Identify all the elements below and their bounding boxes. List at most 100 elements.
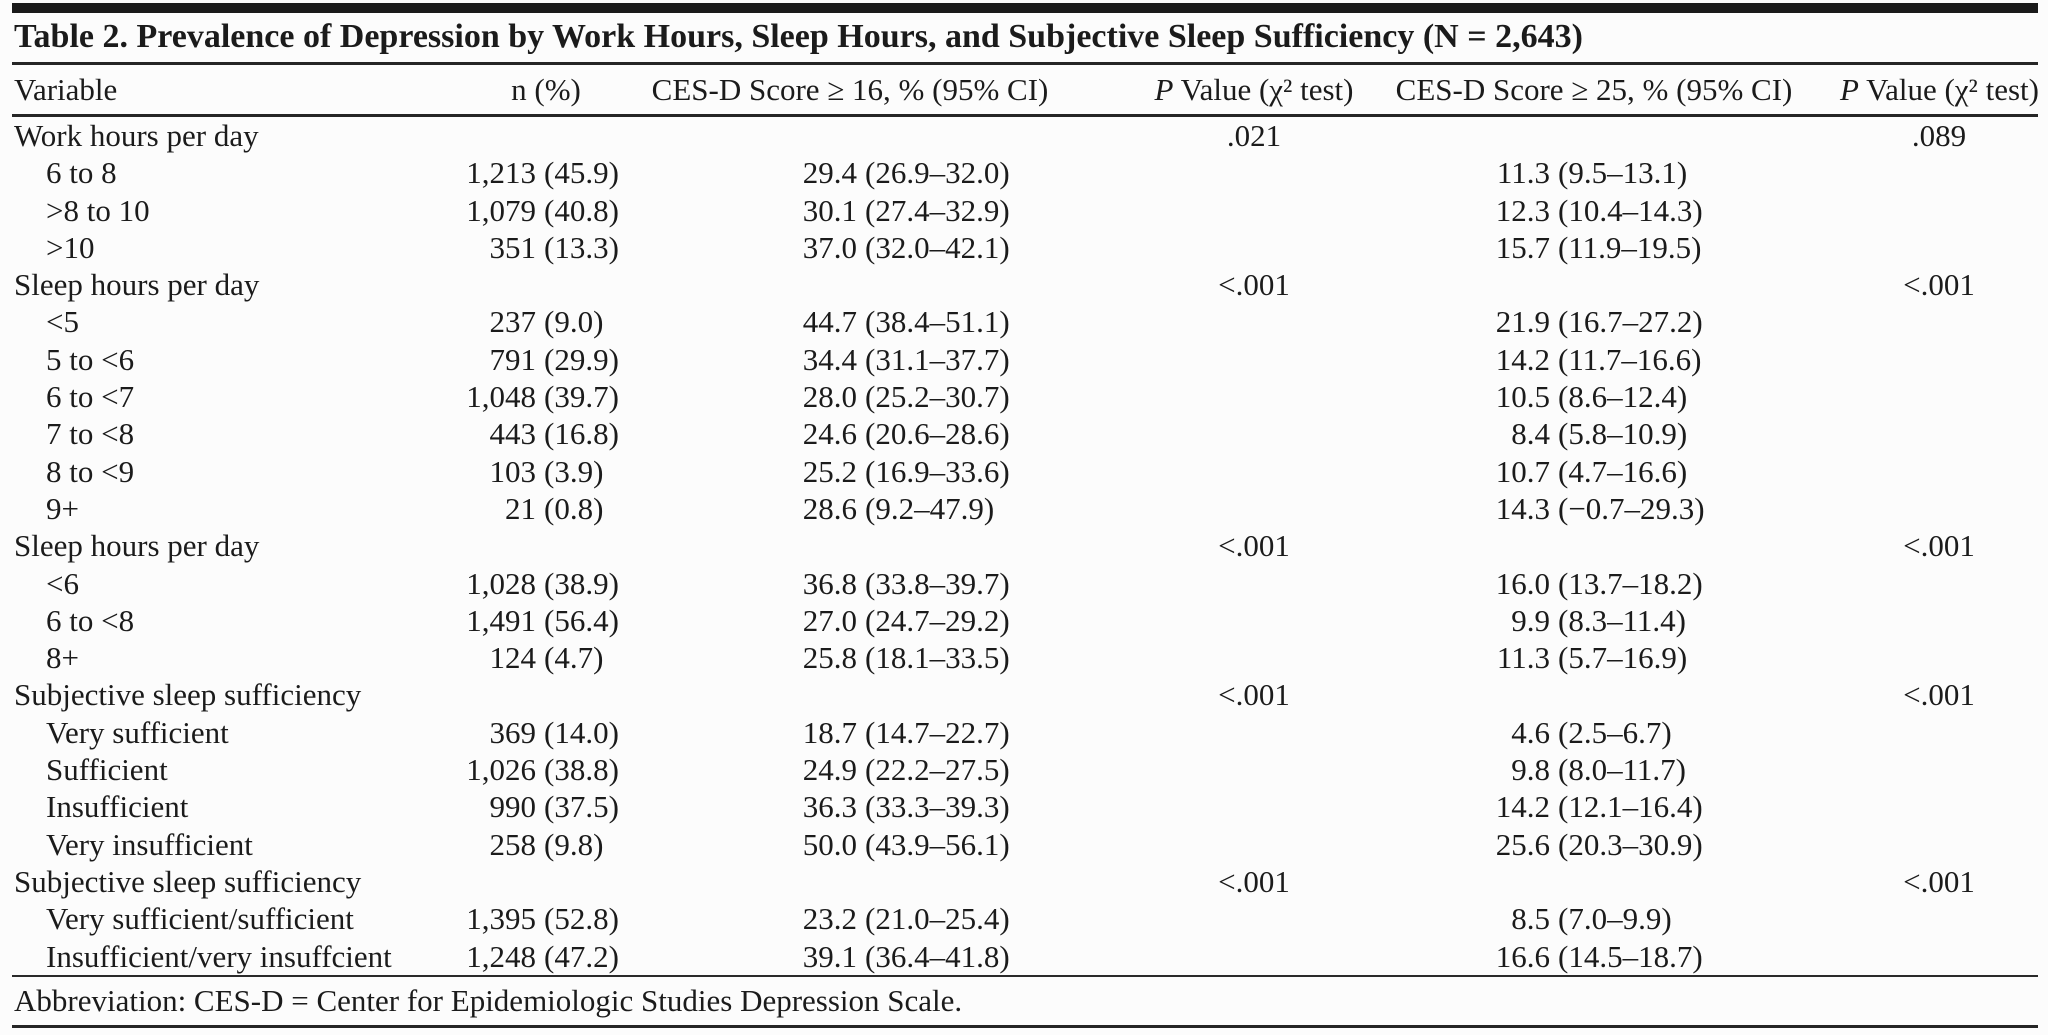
pvalue16-cell [1068,229,1368,266]
n-percent-cell: 237 (9.0) [489,304,604,340]
n-percent-cell: 124 (4.7) [489,640,604,676]
table-row: Insufficient 990 (37.5) 36.3 (33.3–39.3) 1… [12,788,2038,825]
variable-cell: Subjective sleep sufficiency [14,677,362,713]
n-percent-cell [460,863,632,900]
cesd16-cell: 23.2 (21.0–25.4) [802,901,1010,937]
column-header-pvalue-16: P Value (χ² test) [1068,65,1368,117]
table-row: Sufficient 1,026 (38.8) 24.9 (22.2–27.5) 9… [12,751,2038,788]
cesd16-cell [632,863,1068,900]
variable-cell: <5 [46,304,79,340]
variable-cell: >8 to 10 [46,192,150,228]
pvalue25-cell [1820,415,2038,452]
cesd16-cell: 24.9 (22.2–27.5) [802,752,1010,788]
cesd16-cell: 18.7 (14.7–22.7) [802,714,1010,750]
pvalue16-cell [1068,453,1368,490]
pvalue16-cell: <.001 [1218,677,1290,713]
cesd16-cell: 39.1 (36.4–41.8) [802,938,1010,974]
n-percent-cell: 1,395 (52.8) [466,901,619,937]
table-row: 6 to 8 1,213 (45.9) 29.4 (26.9–32.0) 11.3(… [12,154,2038,191]
pvalue25-cell [1820,565,2038,602]
pvalue25-cell [1820,490,2038,527]
variable-cell: Insufficient/very insuffcient [46,938,392,974]
pvalue25-cell: .089 [1911,118,1967,153]
cesd16-cell: 37.0 (32.0–42.1) [802,229,1010,265]
table-row: <5 237 (9.0) 44.7 (38.4–51.1) 21.9 (16.7–27… [12,303,2038,340]
cesd25-cell: 14.2 (11.7–16.6) [1495,341,1702,377]
n-percent-cell: 351 (13.3) [489,229,619,265]
pvalue16-cell [1068,341,1368,378]
table-row: Sleep hours per day <.001 <.001 [12,266,2038,303]
n-percent-cell: 1,213 (45.9) [466,155,619,191]
pvalue16-cell [1068,490,1368,527]
table-row: 6 to <8 1,491 (56.4) 27.0 (24.7–29.2) 9.9(… [12,602,2038,639]
column-header-cesd25: CES-D Score ≥ 25, % (95% CI) [1368,65,1820,117]
cesd16-cell: 24.6 (20.6–28.6) [802,416,1010,452]
n-percent-cell [460,676,632,713]
variable-cell: 7 to <8 [46,416,135,452]
table-row: Very sufficient/sufficient 1,395 (52.8) 2… [12,900,2038,937]
pvalue25-cell: <.001 [1903,677,1975,713]
table-row: Subjective sleep sufficiency <.001 <.001 [12,863,2038,900]
pvalue25-cell: <.001 [1903,267,1975,303]
pvalue16-cell [1068,378,1368,415]
cesd16-cell [632,676,1068,713]
table-header-row: Variable n (%) CES-D Score ≥ 16, % (95% … [12,65,2039,117]
variable-cell: 9+ [46,490,79,526]
column-header-pvalue-25: P Value (χ² test) [1820,65,2039,117]
pvalue16-cell [1068,639,1368,676]
pvalue25-cell [1820,788,2038,825]
table-row: 8 to <9 103 (3.9) 25.2 (16.9–33.6) 10.7 (4.… [12,453,2038,490]
pvalue25-cell [1820,154,2038,191]
table-row: >8 to 10 1,079 (40.8) 30.1 (27.4–32.9) 12.… [12,192,2038,229]
variable-cell: 6 to 8 [46,155,117,191]
cesd25-cell: 8.4 (5.8–10.9) [1511,416,1688,452]
variable-cell: Sleep hours per day [14,528,260,564]
cesd16-cell: 36.3 (33.3–39.3) [802,789,1010,825]
pvalue25-cell [1820,639,2038,676]
variable-cell: Very sufficient/sufficient [46,901,354,937]
pvalue25-cell [1820,602,2038,639]
cesd25-cell: 12.3 (10.4–14.3) [1495,192,1703,228]
pvalue25-cell [1820,192,2038,229]
n-percent-cell: 1,048 (39.7) [466,379,619,415]
table-row: 9+ 21 (0.8) 28.6 (9.2–47.9) 14.3 (−0.7–29.3… [12,490,2038,527]
cesd25-cell [1368,676,1820,713]
cesd16-cell: 29.4 (26.9–32.0) [802,155,1010,191]
n-percent-cell: 990 (37.5) [489,789,619,825]
pvalue16-cell: <.001 [1218,528,1290,564]
n-percent-cell: 1,028 (38.9) [466,565,619,601]
pvalue25-cell: <.001 [1903,863,1975,899]
cesd25-cell: 16.6 (14.5–18.7) [1495,938,1703,974]
n-percent-cell: 369 (14.0) [489,714,619,750]
table-row: Sleep hours per day <.001 <.001 [12,527,2038,564]
pvalue16-cell: <.001 [1218,267,1290,303]
variable-cell: 5 to <6 [46,341,135,377]
table-body: Work hours per day .021 .089 6 to 8 1,21… [12,116,2038,976]
pvalue25-cell [1820,751,2038,788]
pvalue16-cell [1068,714,1368,751]
pvalue16-cell [1068,602,1368,639]
cesd16-cell [632,266,1068,303]
n-percent-cell: 21 (0.8) [505,490,604,526]
variable-cell: Insufficient [46,789,189,825]
cesd25-cell [1368,527,1820,564]
n-percent-cell: 1,248 (47.2) [466,938,619,974]
cesd16-cell: 44.7 (38.4–51.1) [802,304,1010,340]
pvalue16-cell [1068,788,1368,825]
n-percent-cell: 791 (29.9) [489,341,619,377]
pvalue25-cell [1820,341,2038,378]
table-row: Subjective sleep sufficiency <.001 <.001 [12,676,2038,713]
table-top-rule [12,3,2038,13]
variable-cell: 6 to <8 [46,602,135,638]
variable-cell: Sufficient [46,752,168,788]
cesd25-cell: 14.3 (−0.7–29.3) [1495,490,1705,526]
variable-cell: Very sufficient [46,714,229,750]
pvalue16-cell [1068,192,1368,229]
pvalue25-cell: <.001 [1903,528,1975,564]
cesd25-cell: 4.6 (2.5–6.7) [1511,714,1672,750]
cesd16-cell [632,527,1068,564]
variable-cell: Work hours per day [14,118,259,153]
cesd16-cell: 50.0 (43.9–56.1) [802,826,1010,862]
table-row: Very sufficient 369 (14.0) 18.7 (14.7–22.7… [12,714,2038,751]
